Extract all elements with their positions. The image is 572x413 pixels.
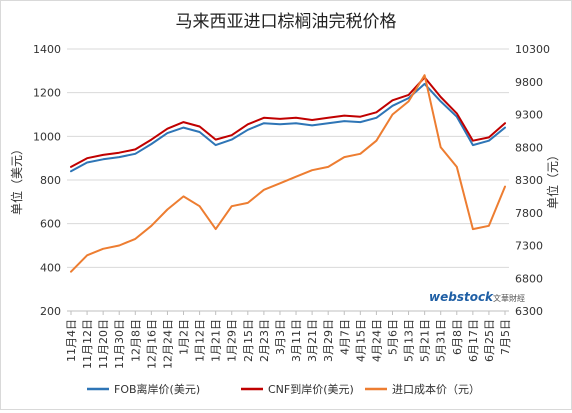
y-axis-left: 200 400 600 800 1000 1200 1400 — [33, 43, 61, 318]
series-line — [70, 76, 506, 168]
chart-title: 马来西亚进口棕榈油完税价格 — [176, 12, 397, 32]
y-left-tick-label: 1400 — [33, 43, 61, 56]
series-line — [70, 82, 506, 173]
x-tick-label: 11月12日 — [81, 319, 94, 369]
x-tick-label: 4月15日 — [354, 319, 367, 362]
x-tick-label: 11月30日 — [113, 319, 126, 369]
legend-item: FOB离岸价(美元) — [87, 382, 200, 396]
y-left-tick-label: 600 — [40, 218, 61, 231]
x-tick-label: 1月12日 — [194, 319, 207, 362]
x-tick-label: 5月6日 — [386, 319, 399, 355]
x-tick-label: 5月13日 — [403, 319, 416, 362]
x-axis: 11月4日 11月12日 11月20日 11月30日 12月8日 12月16日 12月24日… — [65, 310, 512, 369]
y-right-tick-label: 7300 — [515, 240, 543, 253]
y-right-tick-label: 9800 — [515, 76, 543, 89]
x-tick-label: 6月17日 — [467, 319, 480, 362]
legend-label: CNF到岸价(美元) — [268, 383, 354, 396]
y-left-tick-label: 1000 — [33, 130, 61, 143]
y-right-tick-label: 8800 — [515, 141, 543, 154]
y-left-tick-label: 200 — [40, 305, 61, 318]
legend-item: CNF到岸价(美元) — [241, 383, 354, 396]
x-tick-label: 6月8日 — [451, 319, 464, 355]
y-right-tick-label: 6300 — [515, 305, 543, 318]
y-right-tick-label: 10300 — [515, 43, 550, 56]
watermark-cn: 文華財經 — [493, 293, 525, 303]
watermark-brand: webstock — [429, 290, 494, 304]
x-tick-label: 5月31日 — [435, 319, 448, 362]
x-tick-label: 12月24日 — [161, 319, 174, 369]
y-axis-right-title: 单位（元） — [545, 149, 560, 209]
x-tick-label: 1月2日 — [178, 319, 191, 355]
x-tick-label: 2月23日 — [258, 319, 271, 362]
legend-item: 进口成本价（元） — [365, 382, 480, 396]
x-tick-label: 4月24日 — [370, 319, 383, 362]
x-tick-label: 1月21日 — [210, 319, 223, 362]
x-tick-label: 3月21日 — [306, 319, 319, 362]
x-tick-label: 3月11日 — [290, 319, 303, 362]
x-tick-label: 2月15日 — [242, 319, 255, 362]
x-tick-label: 11月20日 — [97, 319, 110, 369]
x-tick-label: 6月25日 — [483, 319, 496, 362]
series-line — [70, 74, 506, 273]
y-right-tick-label: 9300 — [515, 109, 543, 122]
x-tick-label: 3月29日 — [322, 319, 335, 362]
y-left-tick-label: 800 — [40, 174, 61, 187]
x-tick-label: 5月21日 — [419, 319, 432, 362]
y-left-tick-label: 400 — [40, 261, 61, 274]
x-tick-label: 11月4日 — [65, 319, 78, 362]
legend-label: FOB离岸价(美元) — [114, 382, 200, 396]
x-tick-label: 7月5日 — [499, 319, 512, 355]
x-tick-label: 4月7日 — [338, 319, 351, 355]
y-right-tick-label: 8300 — [515, 174, 543, 187]
y-right-tick-label: 7800 — [515, 207, 543, 220]
y-axis-left-title: 单位（美元） — [9, 143, 24, 215]
watermark: webstock 文華財經 — [429, 290, 525, 304]
x-tick-label: 12月8日 — [129, 319, 142, 362]
legend: FOB离岸价(美元) CNF到岸价(美元) 进口成本价（元） — [87, 382, 480, 396]
y-right-tick-label: 6800 — [515, 272, 543, 285]
y-left-tick-label: 1200 — [33, 87, 61, 100]
x-tick-label: 12月16日 — [145, 319, 158, 369]
legend-label: 进口成本价（元） — [392, 382, 480, 396]
x-tick-label: 1月29日 — [226, 319, 239, 362]
x-tick-label: 3月3日 — [274, 319, 287, 355]
grid-lines — [67, 48, 509, 312]
y-axis-right: 6300 6800 7300 7800 8300 8800 9300 9800 10300 — [515, 43, 550, 318]
series-lines — [70, 74, 506, 273]
